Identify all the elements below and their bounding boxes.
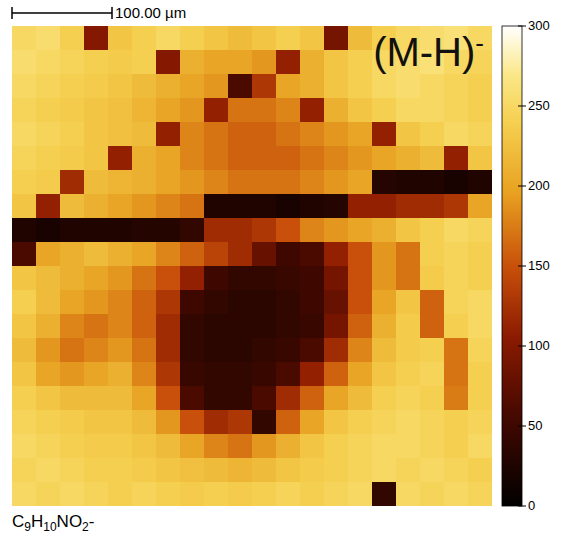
svg-text:0: 0 bbox=[528, 498, 535, 513]
svg-text:100: 100 bbox=[528, 338, 550, 353]
svg-text:100.00 µm: 100.00 µm bbox=[115, 4, 186, 21]
svg-text:200: 200 bbox=[528, 178, 550, 193]
svg-text:250: 250 bbox=[528, 98, 550, 113]
html-text:C9H10NO2-: C9H10NO2- bbox=[12, 512, 95, 535]
html-text:(M-H)-: (M-H)- bbox=[373, 28, 484, 75]
svg-text:300: 300 bbox=[528, 18, 550, 33]
svg-text:50: 50 bbox=[528, 418, 542, 433]
svg-text:150: 150 bbox=[528, 258, 550, 273]
